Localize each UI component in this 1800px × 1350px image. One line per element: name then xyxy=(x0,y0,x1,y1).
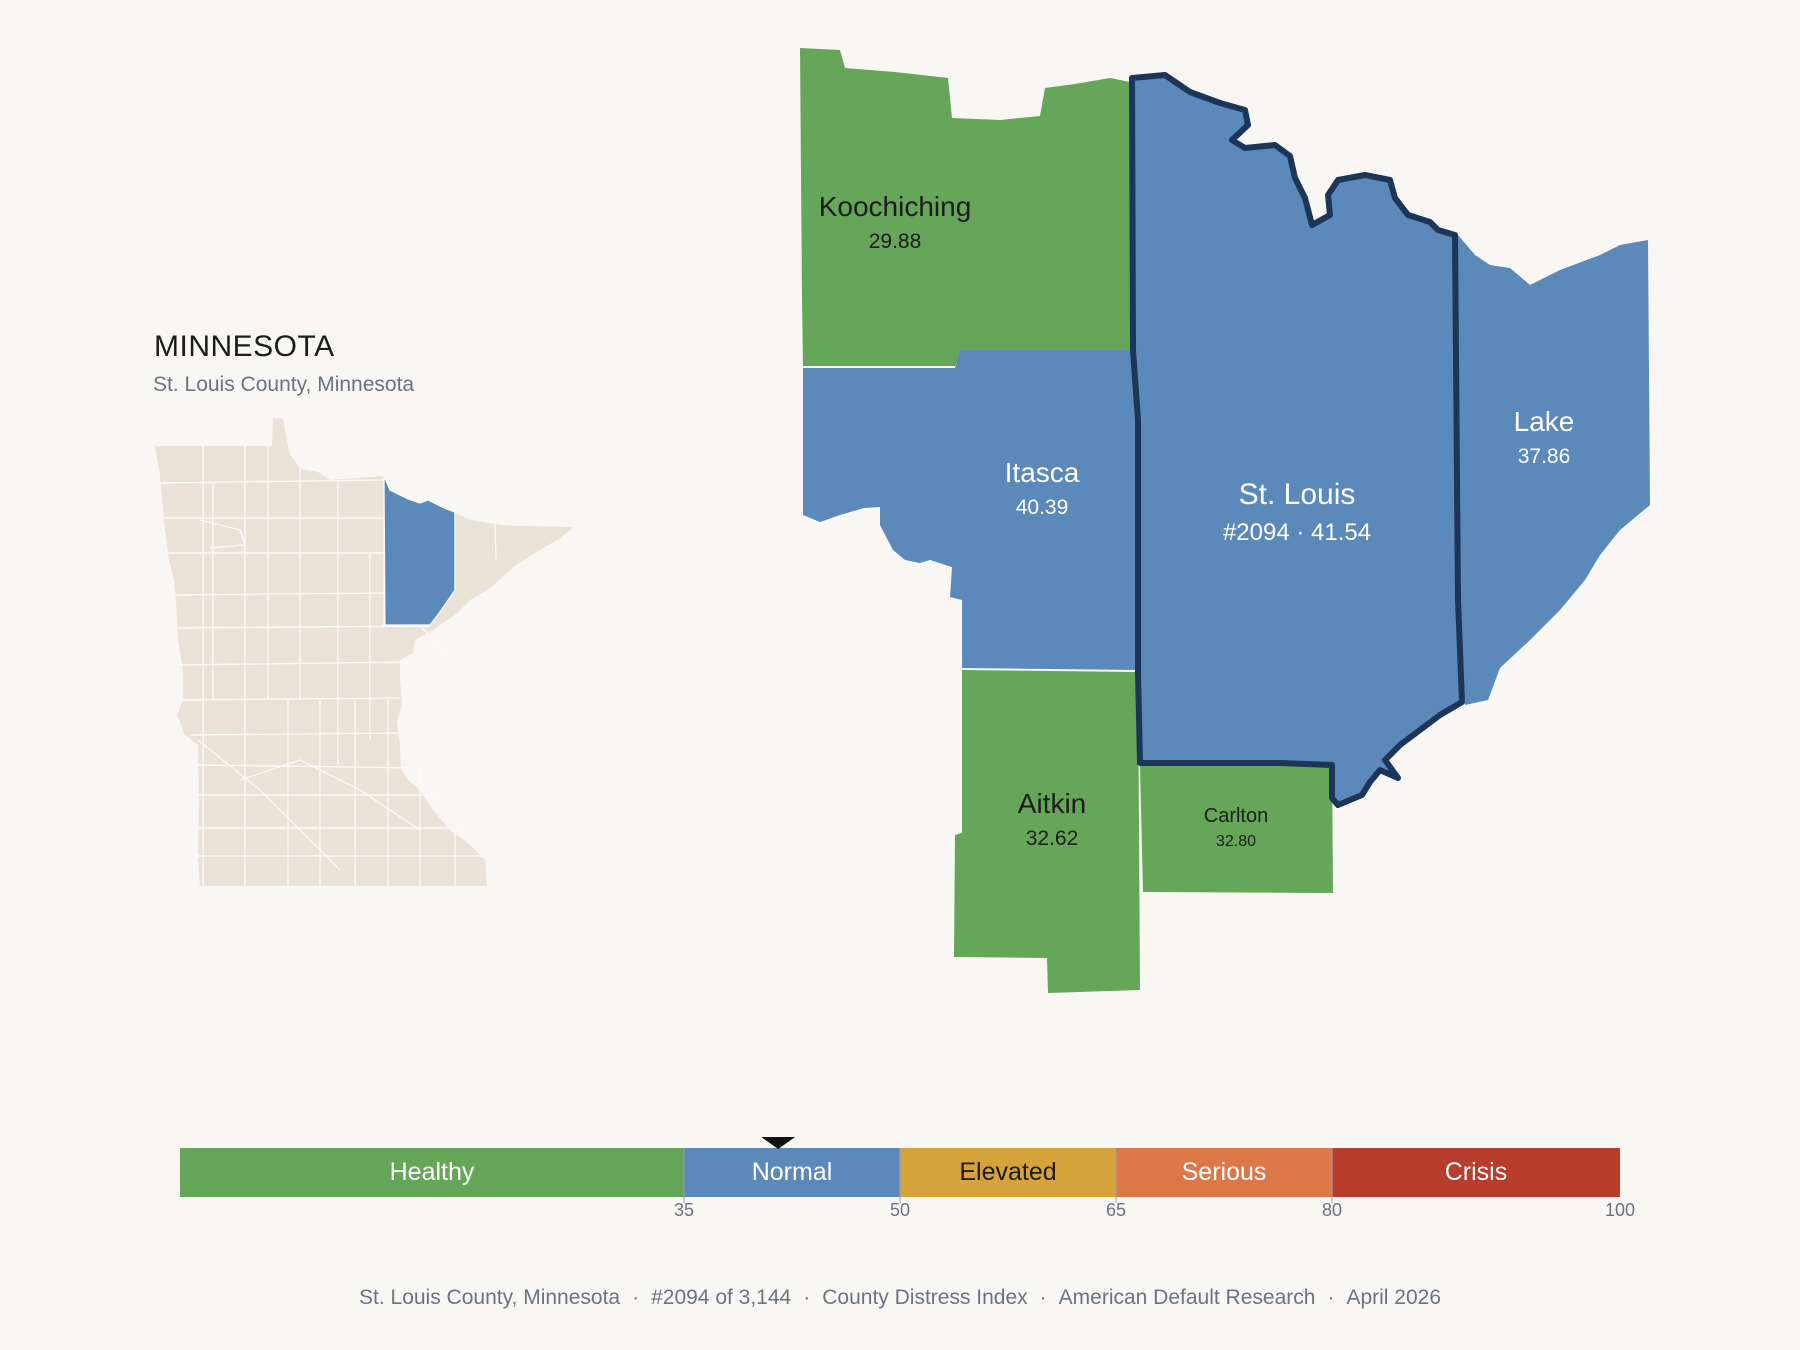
footer-county: St. Louis County, Minnesota xyxy=(359,1286,621,1309)
scale-tick-label-80: 80 xyxy=(1322,1200,1342,1220)
inset-st-louis-highlight xyxy=(383,475,456,626)
scale-tick-label-65: 65 xyxy=(1106,1200,1126,1220)
scale-tick-label-50: 50 xyxy=(890,1200,910,1220)
label-st-louis-name: St. Louis xyxy=(1239,478,1356,511)
county-koochiching[interactable] xyxy=(800,48,1133,366)
label-koochiching-name: Koochiching xyxy=(819,191,972,222)
label-aitkin-score: 32.62 xyxy=(1026,827,1079,850)
label-itasca-name: Itasca xyxy=(1005,457,1080,488)
label-aitkin-name: Aitkin xyxy=(1018,788,1086,819)
inset-minnesota-shape xyxy=(155,418,574,886)
scale-label-serious: Serious xyxy=(1182,1158,1267,1186)
label-carlton-score: 32.80 xyxy=(1216,833,1256,850)
county-st-louis[interactable] xyxy=(1129,72,1465,808)
label-koochiching-score: 29.88 xyxy=(869,230,922,253)
label-lake-name: Lake xyxy=(1514,406,1575,437)
county-itasca[interactable] xyxy=(803,350,1138,670)
label-lake-score: 37.86 xyxy=(1518,445,1571,468)
label-carlton-name: Carlton xyxy=(1204,805,1268,827)
inset-state-map xyxy=(155,418,574,886)
scale-band-healthy xyxy=(180,1148,684,1197)
region-map xyxy=(800,48,1650,993)
scale-band-elevated xyxy=(900,1148,1116,1197)
footer-source: American Default Research xyxy=(1058,1286,1316,1309)
scale-tick-label-100: 100 xyxy=(1605,1200,1635,1220)
inset-county-lines xyxy=(159,446,485,886)
scale-band-normal xyxy=(684,1148,900,1197)
state-subtitle: St. Louis County, Minnesota xyxy=(153,373,415,396)
scale-label-normal: Normal xyxy=(752,1158,833,1186)
inset-cook-county xyxy=(494,521,497,561)
label-st-louis-score: #2094 · 41.54 xyxy=(1223,519,1371,546)
scale-label-elevated: Elevated xyxy=(959,1158,1056,1186)
county-aitkin[interactable] xyxy=(954,670,1140,993)
state-title: MINNESOTA xyxy=(154,330,335,363)
footer-rank: #2094 of 3,144 xyxy=(651,1286,792,1309)
scale-band-crisis xyxy=(1332,1148,1620,1197)
scale-marker-triangle xyxy=(761,1137,796,1149)
distress-scale: Healthy Normal Elevated Serious Crisis 3… xyxy=(180,1137,1635,1220)
footer-index: County Distress Index xyxy=(822,1286,1028,1309)
county-carlton[interactable] xyxy=(1140,766,1333,893)
scale-band-serious xyxy=(1116,1148,1332,1197)
scale-label-healthy: Healthy xyxy=(390,1158,475,1186)
scale-tick-label-35: 35 xyxy=(674,1200,694,1220)
footer-date: April 2026 xyxy=(1346,1286,1441,1309)
county-lake[interactable] xyxy=(1458,235,1650,705)
label-itasca-score: 40.39 xyxy=(1016,496,1069,519)
footer: St. Louis County, Minnesota · #2094 of 3,1… xyxy=(359,1286,1441,1309)
scale-label-crisis: Crisis xyxy=(1445,1158,1508,1186)
